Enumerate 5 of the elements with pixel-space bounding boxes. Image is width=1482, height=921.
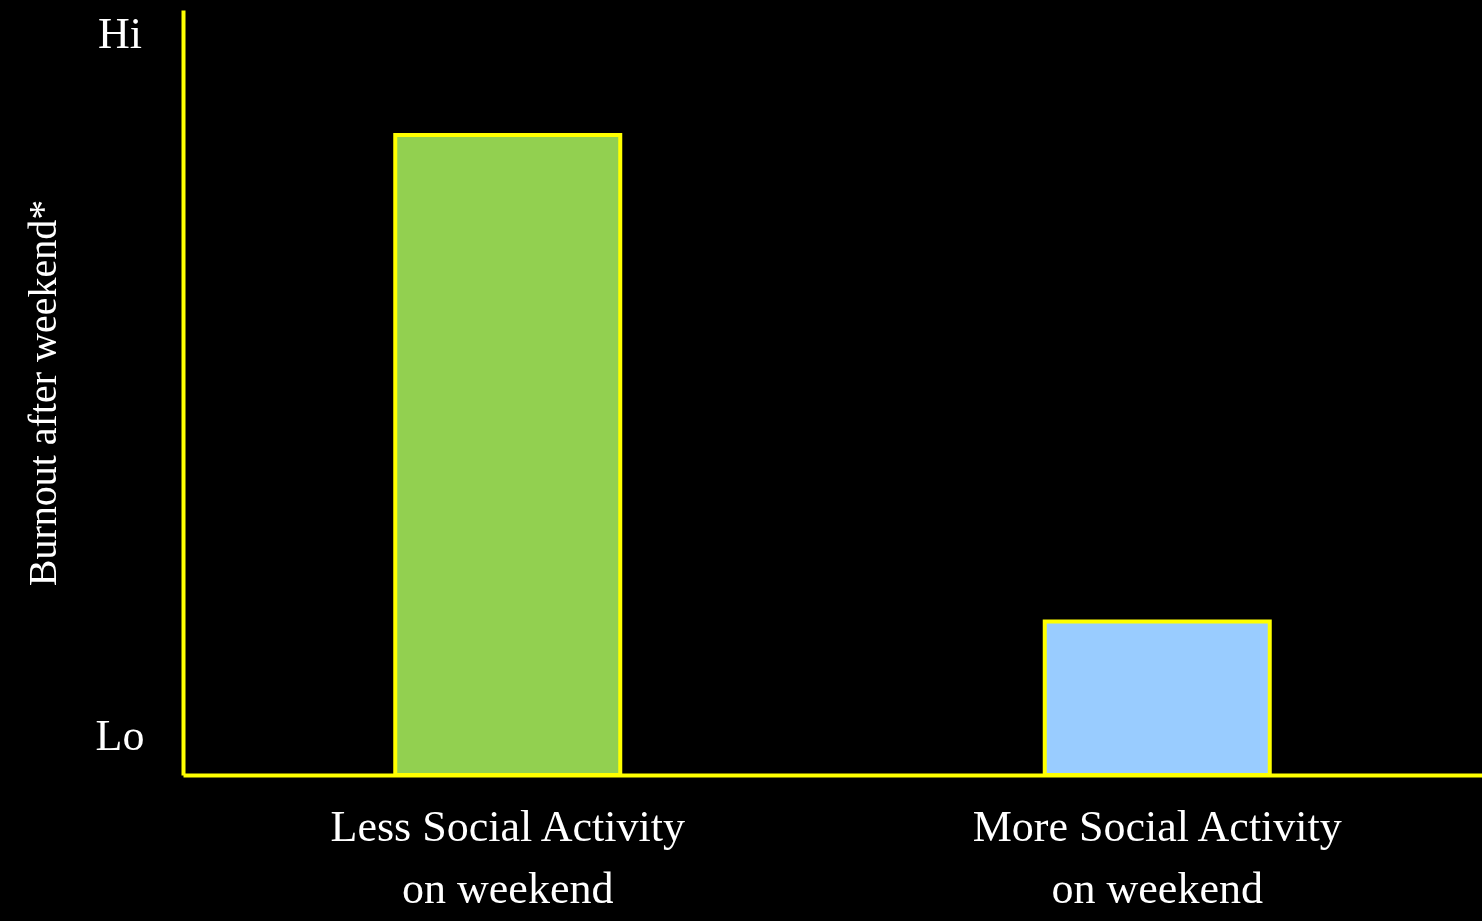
text: Lo (95, 711, 145, 760)
x-tick-label: More Social Activity on weekend (972, 801, 1342, 913)
y-axis-title: Burnout after weekend* (19, 199, 65, 587)
text: Hi (98, 9, 142, 58)
x-tick-label: Less Social Activity on weekend (330, 801, 685, 913)
